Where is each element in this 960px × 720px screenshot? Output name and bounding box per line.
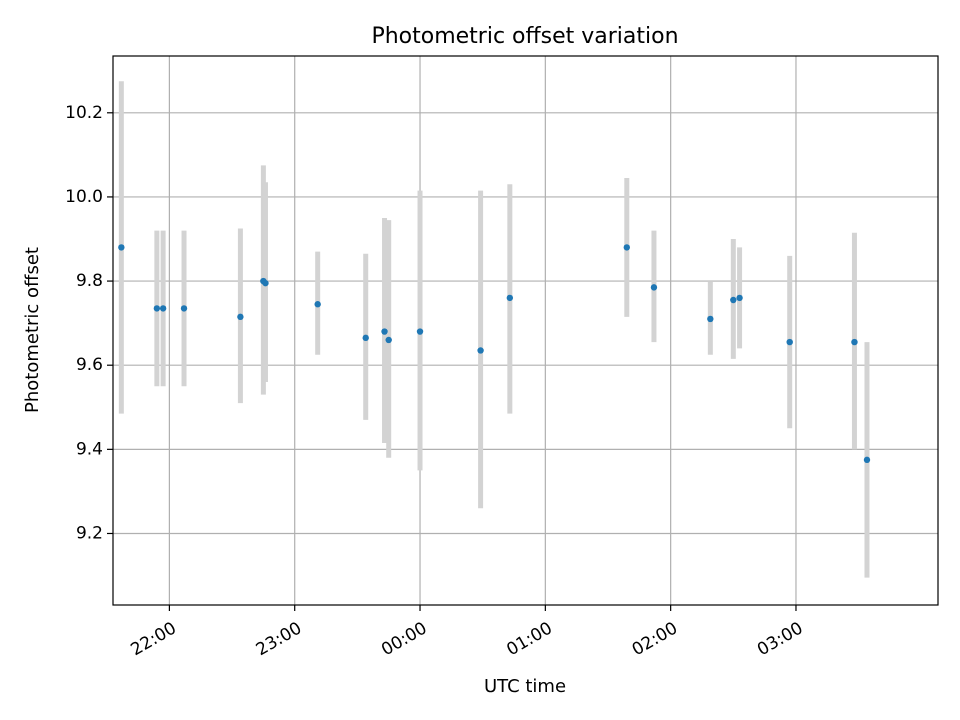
chart-title: Photometric offset variation	[371, 24, 678, 49]
data-point	[262, 279, 269, 287]
y-tick-label: 9.6	[76, 355, 103, 375]
data-point	[863, 456, 871, 464]
data-point	[180, 305, 188, 312]
y-tick-label: 10.2	[65, 103, 103, 123]
data-point	[416, 328, 424, 335]
plot-area-frame	[112, 55, 939, 606]
data-point	[153, 305, 161, 312]
y-axis-label: Photometric offset	[22, 247, 43, 413]
data-point	[623, 244, 630, 251]
data-point	[385, 336, 392, 344]
y-tick-label: 9.2	[76, 523, 103, 543]
data-point	[506, 294, 514, 302]
data-point	[730, 296, 737, 304]
data-points	[118, 244, 871, 464]
data-point	[314, 301, 321, 308]
data-point	[237, 313, 244, 321]
data-point	[707, 315, 714, 323]
data-point	[118, 244, 125, 251]
data-point	[736, 294, 743, 302]
data-point	[159, 305, 167, 312]
data-point	[786, 338, 793, 346]
data-point	[381, 328, 388, 335]
data-point	[650, 284, 658, 291]
y-tick-label: 9.8	[76, 271, 103, 291]
y-tick-label: 10.0	[65, 187, 103, 207]
data-point	[362, 334, 369, 342]
x-axis-label: UTC time	[484, 676, 566, 697]
data-point	[477, 347, 484, 354]
data-point	[851, 338, 858, 346]
y-tick-label: 9.4	[76, 439, 103, 459]
